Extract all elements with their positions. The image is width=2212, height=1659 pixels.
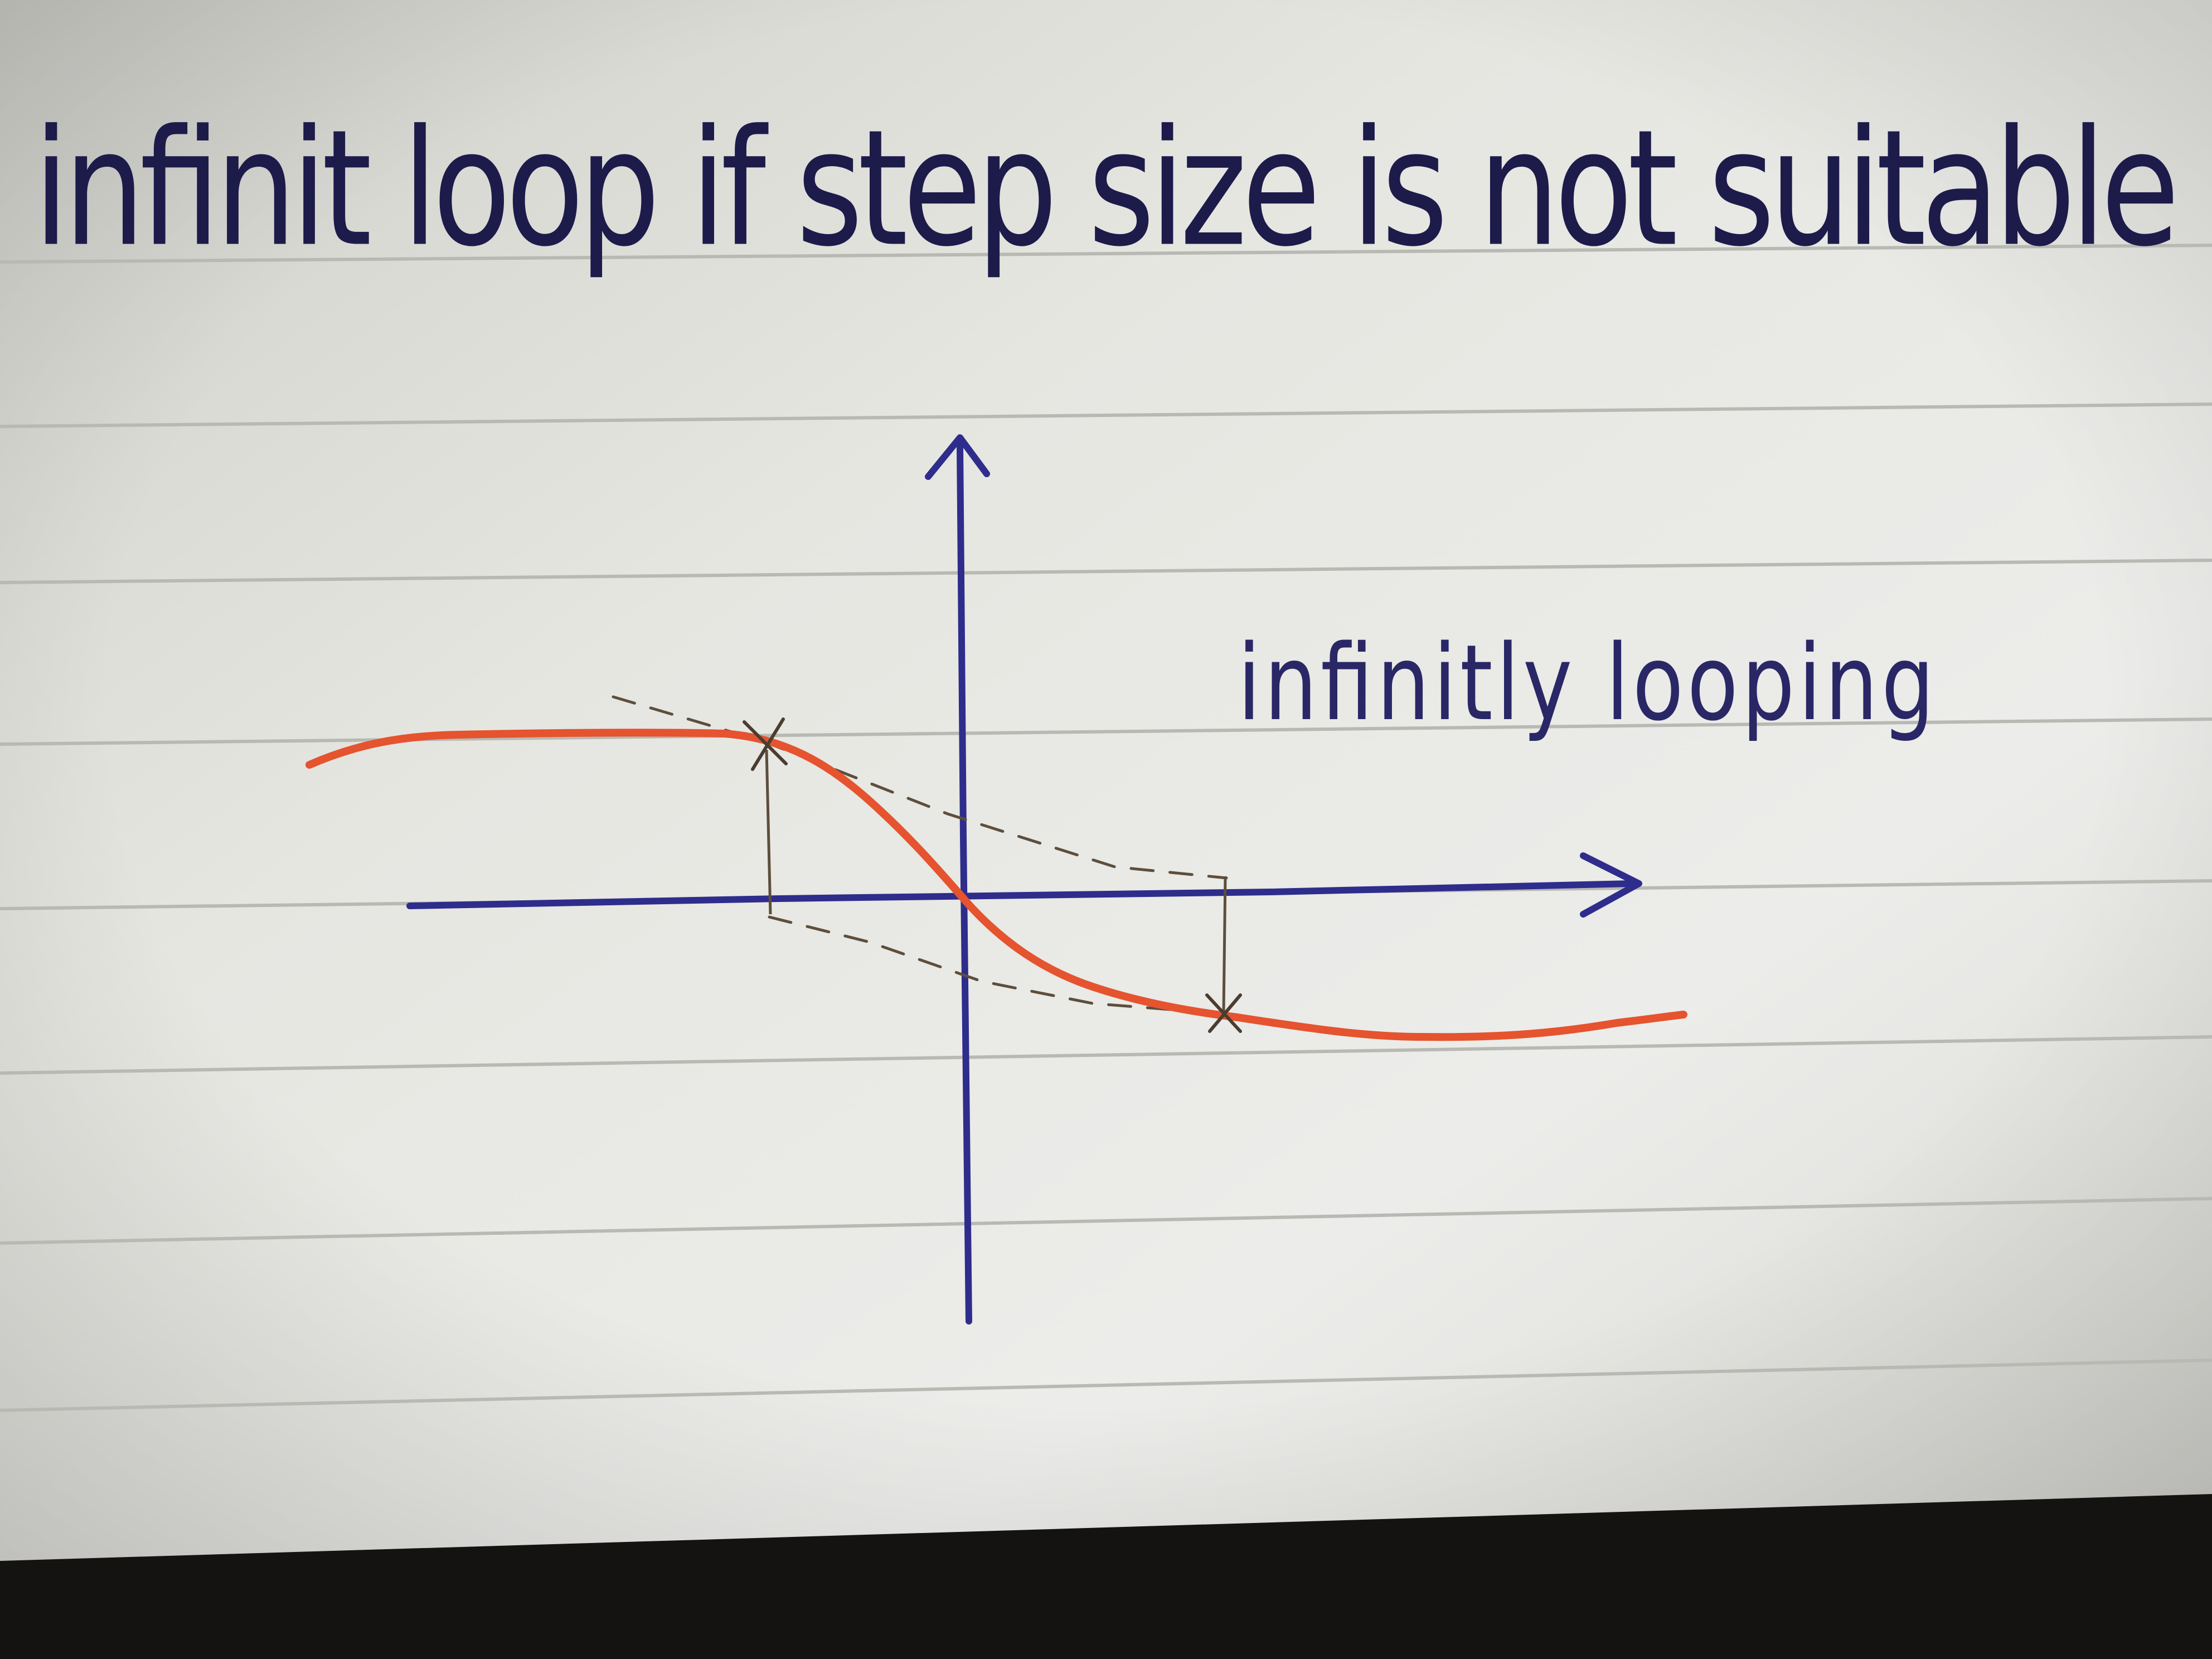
tangent-construction-lines: [612, 695, 1228, 1013]
cross-icon: [1205, 993, 1242, 1033]
y-axis: [957, 443, 972, 1325]
function-curve: [305, 729, 1687, 1041]
arrow-up-icon: [925, 434, 990, 480]
x-axis: [406, 880, 1637, 909]
coordinate-axes: [406, 434, 1642, 1325]
ruled-lines: [0, 244, 2212, 1412]
left-vertical-projection: [765, 749, 772, 915]
upper-dashed-line: [612, 695, 1228, 880]
paper-sheet: [0, 0, 2212, 1561]
projection-lines: [765, 749, 1227, 1012]
arrow-right-icon: [1580, 852, 1642, 918]
lower-dashed-line: [768, 915, 1200, 1013]
right-vertical-projection: [1222, 876, 1227, 1012]
cross-icon: [743, 717, 788, 771]
diagram-title: infinit loop if step size is not suitabl…: [33, 95, 2180, 282]
loop-annotation: infinitly looping: [1238, 623, 1934, 745]
